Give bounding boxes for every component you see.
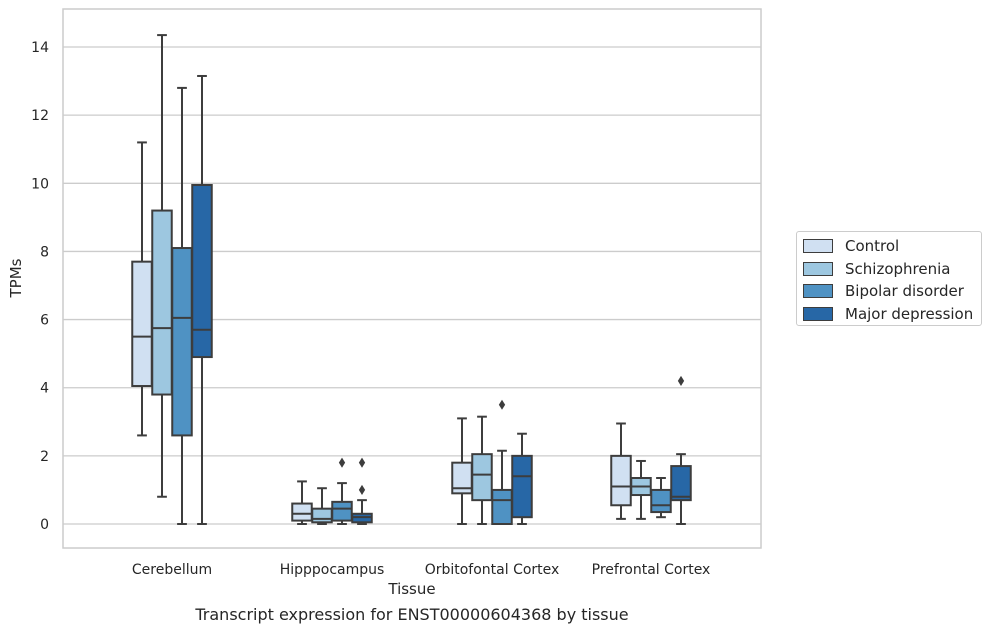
box-major-depression [351, 457, 373, 525]
outlier-point [338, 457, 346, 468]
x-axis-label: Tissue [387, 580, 435, 598]
legend-label: Major depression [845, 304, 974, 323]
box [131, 260, 153, 388]
legend-item: Schizophrenia [803, 259, 950, 279]
legend-item: Control [803, 236, 899, 256]
box-major-depression [670, 375, 692, 525]
box [191, 184, 213, 359]
y-tick-label: 2 [40, 449, 49, 465]
box-schizophrenia [630, 459, 652, 520]
legend-item: Bipolar disorder [803, 281, 964, 301]
box-schizophrenia [471, 415, 493, 525]
box-control [291, 480, 313, 525]
box [311, 507, 333, 524]
box [151, 209, 173, 396]
legend-label: Control [845, 237, 900, 255]
legend-label: Schizophrenia [845, 259, 951, 278]
x-tick-label: Orbitofontal Cortex [425, 562, 560, 578]
box [610, 454, 632, 507]
outlier-point [358, 457, 366, 468]
chart-caption: Transcript expression for ENST0000060436… [195, 605, 629, 624]
y-tick-label: 14 [31, 40, 49, 56]
box-plots [131, 34, 692, 525]
outlier-point [358, 484, 366, 495]
legend-item: Major depression [803, 304, 973, 324]
y-tick-label: 0 [40, 517, 49, 533]
box-schizophrenia [311, 487, 333, 525]
legend-label: Bipolar disorder [845, 282, 964, 300]
box-control [610, 422, 632, 520]
box [171, 247, 193, 437]
x-tick-label: Hipppocampus [280, 562, 385, 578]
x-axis-ticks: Cerebellum Hipppocampus Orbitofontal Corte… [132, 562, 710, 578]
box [331, 500, 353, 522]
box [471, 453, 493, 502]
outlier-point [498, 399, 506, 410]
legend: Control Schizophrenia Bipolar disorder Majo… [796, 231, 982, 326]
y-tick-label: 4 [40, 381, 49, 397]
box [511, 454, 533, 519]
x-tick-label: Prefrontal Cortex [592, 562, 711, 578]
box-major-depression [511, 432, 533, 525]
box-bipolar-disorder [171, 86, 193, 525]
legend-swatch [803, 261, 833, 276]
legend-swatch [803, 284, 833, 298]
legend-swatch [803, 306, 833, 321]
y-tick-label: 6 [40, 313, 49, 329]
box [670, 465, 692, 502]
y-tick-label: 8 [40, 244, 49, 260]
x-tick-label: Cerebellum [132, 562, 212, 578]
box-major-depression [191, 74, 213, 525]
y-tick-label: 10 [31, 176, 49, 192]
box [491, 488, 513, 525]
box-schizophrenia [151, 34, 173, 498]
legend-swatch [803, 239, 833, 253]
box-bipolar-disorder [331, 457, 353, 525]
outlier-point [677, 375, 685, 386]
box-control [131, 141, 153, 437]
box [650, 488, 672, 514]
y-axis-ticks: 0 2 4 6 8 10 12 14 [31, 40, 49, 533]
y-tick-label: 12 [31, 108, 49, 124]
box [291, 502, 313, 522]
y-axis-label: TPMs [7, 258, 25, 298]
